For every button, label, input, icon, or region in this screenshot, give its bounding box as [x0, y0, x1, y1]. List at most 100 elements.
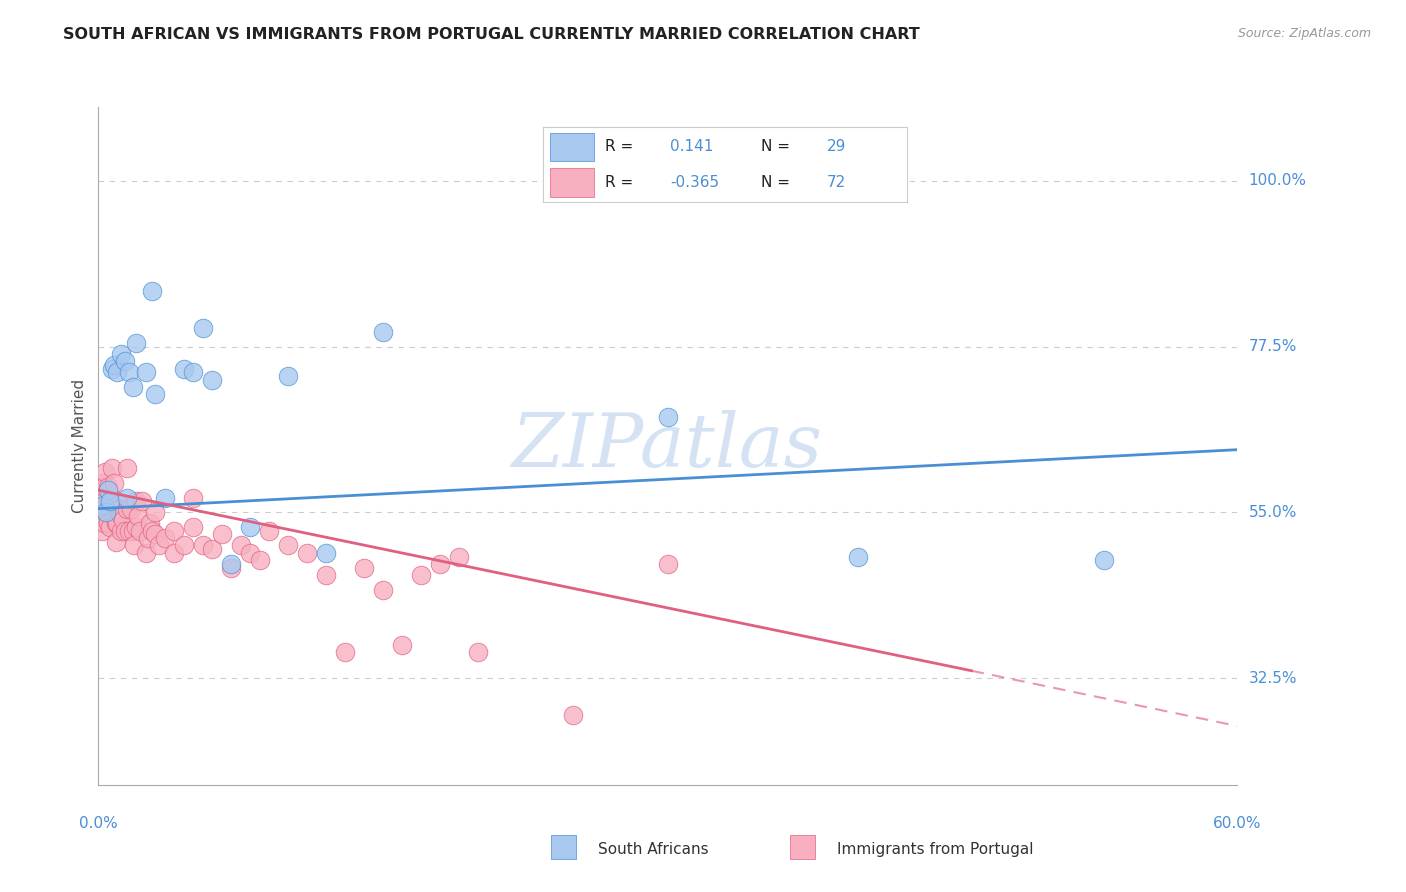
Point [93, 498, 115, 512]
Point [183, 520, 205, 534]
Point [153, 491, 176, 505]
Point [118, 524, 141, 538]
Text: 100.0%: 100.0% [1249, 173, 1306, 188]
Point [91, 524, 114, 538]
Point [120, 501, 142, 516]
Point [135, 546, 157, 560]
Point [846, 549, 869, 564]
Text: ZIPatlas: ZIPatlas [512, 409, 824, 483]
Point [145, 527, 167, 541]
Point [163, 524, 186, 538]
Point [110, 508, 132, 523]
Point [657, 409, 679, 424]
Point [239, 520, 262, 534]
Text: Immigrants from Portugal: Immigrants from Portugal [837, 842, 1033, 856]
Point [97, 483, 120, 498]
Point [110, 347, 132, 361]
Point [141, 524, 163, 538]
Text: 32.5%: 32.5% [1249, 671, 1296, 686]
Point [103, 358, 125, 372]
Point [98, 520, 121, 534]
Point [129, 524, 152, 538]
Point [221, 557, 243, 571]
Point [115, 491, 138, 505]
Point [138, 516, 160, 531]
Point [103, 475, 125, 490]
Point [371, 582, 394, 597]
Point [108, 501, 131, 516]
Point [91, 475, 114, 490]
Point [103, 508, 125, 523]
Point [145, 505, 167, 519]
Point [315, 546, 337, 560]
Point [141, 285, 163, 299]
Point [107, 365, 129, 379]
Point [297, 546, 319, 560]
Point [97, 498, 120, 512]
Point [201, 373, 224, 387]
Point [211, 527, 233, 541]
Point [107, 494, 129, 508]
Point [135, 365, 157, 379]
Point [93, 516, 115, 531]
Point [371, 325, 394, 339]
Text: Source: ZipAtlas.com: Source: ZipAtlas.com [1237, 27, 1371, 40]
Point [115, 461, 138, 475]
Point [124, 539, 146, 553]
Point [98, 494, 121, 508]
Point [100, 461, 122, 475]
Point [114, 524, 136, 538]
Point [121, 380, 143, 394]
Point [1094, 553, 1116, 567]
Text: 60.0%: 60.0% [1213, 815, 1261, 830]
Point [335, 645, 357, 659]
Point [391, 638, 413, 652]
Point [104, 516, 127, 531]
Point [153, 531, 176, 545]
Point [110, 524, 132, 538]
Text: 55.0%: 55.0% [1249, 505, 1296, 520]
Point [353, 560, 375, 574]
Point [183, 365, 205, 379]
Point [447, 549, 470, 564]
Point [145, 387, 167, 401]
Point [277, 539, 299, 553]
Point [100, 498, 122, 512]
Point [93, 479, 115, 493]
Point [136, 531, 159, 545]
Point [94, 505, 117, 519]
Point [467, 645, 489, 659]
Point [90, 491, 112, 505]
Point [100, 361, 122, 376]
Point [657, 557, 679, 571]
Point [125, 335, 148, 350]
Point [118, 365, 141, 379]
Point [98, 498, 121, 512]
Point [315, 568, 337, 582]
Point [201, 542, 224, 557]
Point [125, 494, 148, 508]
Point [259, 524, 281, 538]
Text: 0.0%: 0.0% [79, 815, 118, 830]
Point [125, 520, 148, 534]
Point [148, 539, 170, 553]
Point [114, 354, 136, 368]
Point [173, 539, 195, 553]
Point [229, 539, 252, 553]
Point [107, 516, 129, 531]
Text: 77.5%: 77.5% [1249, 339, 1296, 354]
Point [163, 546, 186, 560]
Point [115, 501, 138, 516]
Point [562, 708, 585, 723]
Point [104, 534, 127, 549]
Y-axis label: Currently Married: Currently Married [72, 379, 87, 513]
Point [191, 321, 214, 335]
Point [97, 516, 120, 531]
Point [429, 557, 451, 571]
Text: South Africans: South Africans [598, 842, 709, 856]
Point [94, 465, 117, 479]
Point [89, 498, 111, 512]
Point [277, 369, 299, 384]
Point [249, 553, 271, 567]
Point [94, 505, 117, 519]
